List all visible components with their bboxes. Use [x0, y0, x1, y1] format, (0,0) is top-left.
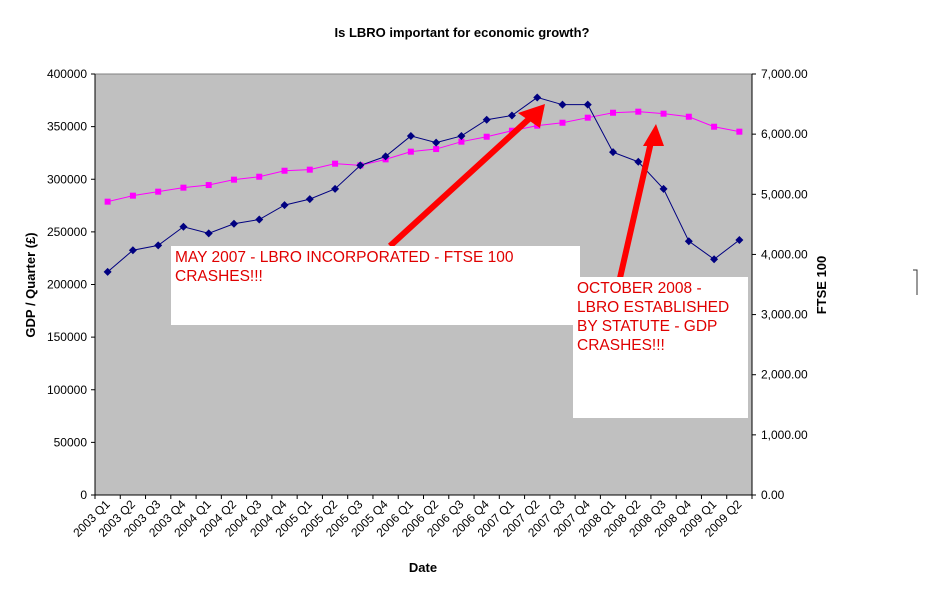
ftse-data-point [154, 241, 163, 250]
y-tick-label: 300000 [47, 172, 87, 186]
ftse-data-point [659, 184, 668, 193]
ftse-data-point [634, 157, 643, 166]
ftse-data-point [432, 138, 441, 147]
ftse-data-point [684, 237, 693, 246]
ftse-data-point [583, 100, 592, 109]
y2-tick-label: 1,000.00 [761, 428, 808, 442]
gdp-data-point [104, 198, 111, 205]
gdp-data-point [155, 188, 162, 195]
y-tick-label: 150000 [47, 330, 87, 344]
series-line-gdp [107, 111, 740, 203]
y2-tick-label: 3,000.00 [761, 308, 808, 322]
ftse-data-point [482, 115, 491, 124]
ftse-data-point [128, 246, 137, 255]
ftse-data-point [255, 215, 264, 224]
ftse-data-point [609, 148, 618, 157]
ftse-data-point [735, 235, 744, 244]
annotation-october-2008: OCTOBER 2008 - LBRO ESTABLISHED BY STATU… [573, 277, 748, 418]
y2-tick-label: 5,000.00 [761, 187, 808, 201]
ftse-data-point [457, 131, 466, 140]
arrow-1 [387, 104, 545, 249]
gdp-data-point [180, 184, 187, 191]
gdp-data-point [559, 119, 566, 126]
gdp-data-point [332, 160, 339, 167]
y-tick-label: 400000 [47, 67, 87, 81]
gdp-data-point [610, 109, 617, 116]
y2-tick-label: 7,000.00 [761, 67, 808, 81]
y2-tick-label: 0.00 [761, 488, 785, 502]
gdp-data-point [483, 133, 490, 140]
ftse-data-point [507, 111, 516, 120]
y2-tick-label: 4,000.00 [761, 247, 808, 261]
y-tick-label: 200000 [47, 278, 87, 292]
gdp-data-point [584, 114, 591, 121]
gdp-data-point [230, 176, 237, 183]
ftse-data-point [533, 93, 542, 102]
series-line-ftse [107, 96, 740, 273]
gdp-data-point [711, 123, 718, 130]
y-tick-label: 0 [80, 488, 87, 502]
y2-tick-label: 6,000.00 [761, 127, 808, 141]
x-axis-label: Date [409, 560, 437, 575]
y2-tick-label: 2,000.00 [761, 368, 808, 382]
ftse-data-point [280, 201, 289, 210]
ftse-data-point [356, 161, 365, 170]
gdp-data-point [660, 110, 667, 117]
ftse-data-point [331, 184, 340, 193]
gdp-data-point [205, 182, 212, 189]
gdp-data-point [433, 146, 440, 153]
arrow-2 [617, 124, 664, 279]
y2-axis-label: FTSE 100 [814, 256, 829, 315]
gdp-data-point [306, 166, 313, 173]
ftse-data-point [103, 267, 112, 276]
gdp-data-point [458, 138, 465, 145]
gdp-data-point [635, 108, 642, 115]
y-tick-label: 50000 [54, 435, 88, 449]
ftse-data-point [406, 131, 415, 140]
y-tick-label: 100000 [47, 383, 87, 397]
y-tick-label: 250000 [47, 225, 87, 239]
ftse-data-point [179, 222, 188, 231]
gdp-data-point [256, 173, 263, 180]
annotation-may-2007: MAY 2007 - LBRO INCORPORATED - FTSE 100 … [171, 246, 580, 325]
ftse-data-point [381, 152, 390, 161]
y-axis-label: GDP / Quarter (£) [23, 232, 38, 337]
stray-mark [913, 269, 918, 295]
gdp-data-point [281, 167, 288, 174]
gdp-data-point [129, 192, 136, 199]
ftse-data-point [204, 229, 213, 238]
chart-title: Is LBRO important for economic growth? [335, 25, 590, 40]
y-tick-label: 350000 [47, 120, 87, 134]
ftse-data-point [229, 219, 238, 228]
ftse-data-point [305, 195, 314, 204]
ftse-data-point [710, 255, 719, 264]
gdp-data-point [736, 128, 743, 135]
gdp-data-point [407, 148, 414, 155]
gdp-data-point [685, 113, 692, 120]
ftse-data-point [558, 100, 567, 109]
